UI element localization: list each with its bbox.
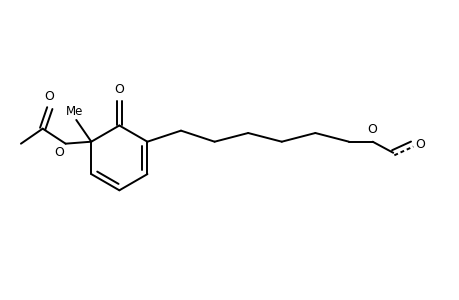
Text: O: O [367, 123, 377, 136]
Text: O: O [114, 83, 124, 96]
Text: O: O [54, 146, 64, 159]
Text: O: O [414, 138, 424, 151]
Text: Me: Me [66, 105, 83, 118]
Text: O: O [44, 90, 54, 104]
